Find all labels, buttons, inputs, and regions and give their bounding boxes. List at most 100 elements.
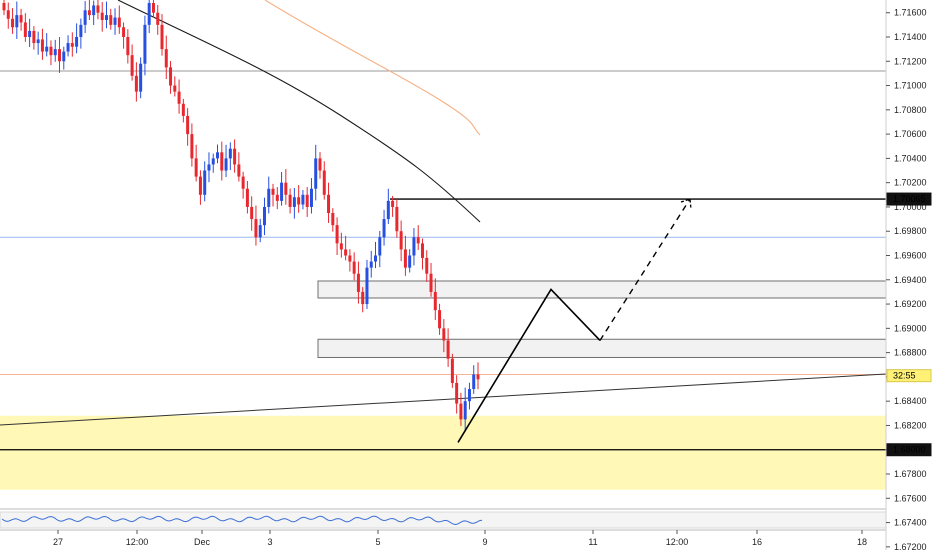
candle-body [11,18,15,28]
candle-body [408,255,412,268]
candle-body [147,3,151,25]
price-tick-label: 1.69600 [894,251,927,261]
candle-body [169,67,173,86]
candle-body [476,374,480,380]
candle-body [143,24,147,64]
candle-body [339,243,343,250]
candle-body [382,219,386,238]
time-axis[interactable]: 27 12:00 Dec 3 5 9 11 12:00 16 18 [53,530,867,547]
candle-body [352,261,356,274]
candle-body [292,197,296,207]
candle-body [177,91,181,104]
candle-body [318,158,322,171]
candle-body [198,176,202,195]
candle-body [45,46,49,52]
candle-body [15,15,19,28]
time-tick-label: 12:00 [666,537,689,547]
candle-body [139,63,143,92]
candle-body [327,194,331,214]
candle-body [463,401,467,420]
candle-body [134,75,138,92]
oscillator-pane [0,508,887,531]
candle-body [399,231,403,250]
candle-body [446,340,450,359]
candle-body [228,148,232,159]
price-tick-label: 1.70600 [894,129,927,139]
candle-body [203,170,207,195]
candle-body [301,194,305,205]
price-tag-label: 1.68000 [893,445,926,455]
candle-body [455,382,459,404]
candle-body [275,194,279,201]
candle-body [58,49,62,62]
candle-body [262,206,266,226]
price-tick-label: 1.68400 [894,396,927,406]
candle-body [369,261,373,268]
candle-body [79,24,83,37]
time-tick-label: 9 [482,537,487,547]
candle-body [66,43,70,52]
candle-body [433,291,437,311]
candle-body [254,219,258,238]
price-tick-label: 1.69000 [894,323,927,333]
candle-body [267,188,271,207]
candles-layer [2,0,480,432]
candle-body [365,267,369,305]
projection-solid-path [457,288,601,443]
price-axis[interactable]: 1.71600 1.71400 1.71200 1.71000 1.70800 1.706… [885,0,932,550]
candle-body [173,85,177,92]
time-tick-label: 3 [267,537,272,547]
projection-arrow-head [680,198,692,210]
candle-body [19,15,23,23]
candle-body [420,243,424,258]
candle-body [459,403,463,420]
candle-body [356,273,360,292]
candle-body [305,194,309,207]
price-tick-label: 1.70000 [894,202,927,212]
candle-body [322,170,326,195]
candle-body [472,374,476,390]
price-tick-label: 1.71200 [894,56,927,66]
candle-body [28,30,32,37]
candle-body [23,22,27,37]
candle-body [207,164,211,171]
candle-body [190,134,194,159]
candle-body [122,27,126,37]
candle-body [280,182,284,201]
candle-body [126,36,130,56]
candle-body [237,164,241,177]
candle-body [297,197,301,205]
price-tick-label: 1.71600 [894,8,927,18]
price-tag-box [886,443,932,457]
candle-body [250,206,254,220]
candle-body [36,39,40,44]
time-tick-label: 12:00 [126,537,149,547]
candle-body [70,43,74,47]
price-tick-label: 1.67600 [894,493,927,503]
price-tag-label: 1.70065 [893,194,926,204]
price-tick-label: 1.70800 [894,105,927,115]
candle-body [416,237,420,244]
candle-body [100,12,104,20]
price-tag-box [886,369,932,383]
candle-body [109,15,113,25]
candle-body [2,3,6,11]
moving-averages-layer [117,0,481,223]
time-tick-label: 11 [588,537,597,547]
candle-body [241,176,245,189]
slow-moving-average [117,0,481,223]
candle-body [361,291,365,305]
candle-body [284,182,288,195]
demand-box [317,338,887,358]
candle-body [164,49,168,68]
price-tick-label: 1.68200 [894,420,927,430]
price-tick-label: 1.71000 [894,81,927,91]
candle-body [53,49,57,56]
resistance-box [317,280,887,299]
candle-body [344,249,348,256]
candle-body [429,273,433,292]
candle-body [386,200,390,220]
candle-body [224,158,228,171]
price-tick-label: 1.69400 [894,275,927,285]
